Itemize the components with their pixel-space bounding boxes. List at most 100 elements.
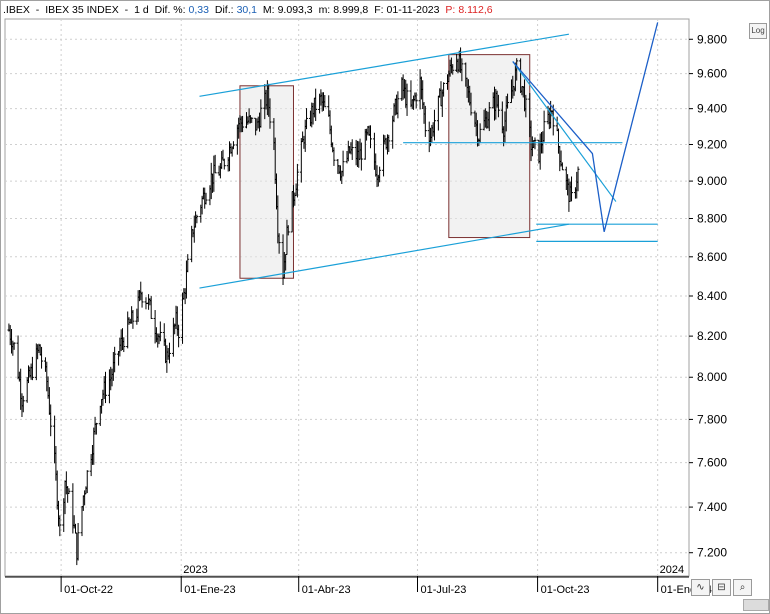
ohlc-bar xyxy=(49,404,53,437)
ohlc-bar xyxy=(496,94,500,118)
price-label: P: xyxy=(445,4,456,16)
ohlc-bar xyxy=(576,166,580,192)
ohlc-bar xyxy=(186,254,190,273)
dif-label: Dif.: xyxy=(214,4,234,16)
ohlc-bar xyxy=(533,137,537,150)
ohlc-bar xyxy=(460,58,464,82)
x-tick-label: 01-Ene-23 xyxy=(184,584,235,596)
y-tick-label: 9.600 xyxy=(697,67,727,81)
pin-icon[interactable]: ⊟ xyxy=(712,579,731,596)
ohlc-bar xyxy=(314,88,318,121)
date-label: F: xyxy=(374,4,384,16)
ohlc-bar xyxy=(551,104,555,136)
ohlc-bar xyxy=(451,64,455,75)
y-tick-label: 8.600 xyxy=(697,250,727,264)
ohlc-bar xyxy=(305,108,309,130)
ohlc-bar xyxy=(487,102,491,132)
trendline xyxy=(512,61,617,202)
ohlc-bar xyxy=(76,522,80,561)
x-tick-label: 01-Oct-23 xyxy=(541,584,590,596)
symbol: .IBEX xyxy=(3,4,30,16)
ohlc-bar xyxy=(67,488,71,495)
log-scale-button[interactable]: Log xyxy=(749,23,767,39)
trendline xyxy=(199,223,570,289)
ohlc-bar xyxy=(122,337,126,353)
ohlc-bar xyxy=(195,214,199,224)
x-tick-label: 01-Jul-23 xyxy=(420,584,466,596)
ohlc-bar xyxy=(396,91,400,119)
ohlc-bar xyxy=(104,371,108,404)
ohlc-bar xyxy=(323,95,327,108)
ohlc-bar xyxy=(295,163,299,198)
ohlc-bar xyxy=(478,123,482,143)
price-value: 8.112,6 xyxy=(458,4,493,16)
ohlc-bar xyxy=(85,470,89,494)
chart-toolbar: ∿ ⊟ ⌕ xyxy=(691,579,752,596)
ohlc-bar xyxy=(405,83,409,116)
ohlc-bar xyxy=(368,125,372,149)
plot-area xyxy=(4,18,690,577)
x-tick-label: 01-Abr-23 xyxy=(302,584,351,596)
ohlc-bar xyxy=(423,105,427,137)
min-label: m: xyxy=(318,4,331,16)
wave-icon[interactable]: ∿ xyxy=(691,579,710,596)
ohlc-bar xyxy=(378,166,382,183)
y-tick-label: 9.800 xyxy=(697,32,727,46)
y-tick-label: 7.200 xyxy=(697,546,727,560)
ohlc-bar xyxy=(350,139,354,160)
ohlc-bar xyxy=(359,142,363,171)
y-tick-label: 8.400 xyxy=(697,289,727,303)
consolidation-box xyxy=(239,85,294,279)
ohlc-bar xyxy=(250,117,254,123)
ohlc-bar xyxy=(341,150,345,177)
header-sep-2: - xyxy=(121,4,132,16)
projection-path xyxy=(512,22,659,232)
header-sep: - xyxy=(32,4,43,16)
horizontal-scrollbar[interactable] xyxy=(743,599,769,611)
instrument-name: IBEX 35 INDEX xyxy=(45,4,119,16)
ohlc-bar xyxy=(414,92,418,109)
ohlc-bar xyxy=(213,154,217,174)
dif-pct-value: 0,33 xyxy=(188,4,209,16)
ohlc-bar xyxy=(140,291,144,308)
ohlc-bar xyxy=(268,98,272,129)
y-tick-label: 9.200 xyxy=(697,137,727,151)
ohlc-bar xyxy=(442,82,446,97)
ohlc-bar xyxy=(277,233,281,254)
max-label: M: xyxy=(262,4,275,16)
ohlc-bar xyxy=(560,162,564,171)
ohlc-bar xyxy=(113,346,117,373)
y-tick-label: 7.800 xyxy=(697,412,727,426)
ohlc-bar xyxy=(231,141,235,150)
ohlc-bar xyxy=(542,110,546,142)
dif-pct-label: Dif. %: xyxy=(154,4,186,16)
min-value: 8.999,8 xyxy=(333,4,369,16)
consolidation-box xyxy=(448,54,531,239)
chart-header: .IBEX - IBEX 35 INDEX - 1 d Dif. %: 0,33 … xyxy=(3,3,496,17)
date-value: 01-11-2023 xyxy=(386,4,440,16)
max-value: 9.093,3 xyxy=(277,4,313,16)
ohlc-bar xyxy=(167,342,171,364)
ohlc-bar xyxy=(432,109,436,141)
timeframe: 1 d xyxy=(134,4,149,16)
zoom-icon[interactable]: ⌕ xyxy=(733,579,752,596)
y-tick-label: 8.000 xyxy=(697,370,727,384)
trendline xyxy=(199,33,570,97)
y-tick-label: 9.400 xyxy=(697,102,727,116)
ohlc-bar xyxy=(222,158,226,170)
ohlc-bar xyxy=(332,147,336,166)
y-tick-label: 8.200 xyxy=(697,329,727,343)
ohlc-bar xyxy=(131,310,135,329)
ohlc-bar xyxy=(30,356,34,381)
ohlc-bar xyxy=(259,99,263,128)
ohlc-bar xyxy=(469,92,473,116)
y-tick-label: 9.000 xyxy=(697,174,727,188)
dif-value: 30,1 xyxy=(236,4,257,16)
y-tick-label: 8.800 xyxy=(697,212,727,226)
ohlc-bar xyxy=(94,422,98,435)
ohlc-bar xyxy=(387,134,391,153)
ohlc-bar xyxy=(286,225,290,236)
ohlc-bar xyxy=(12,342,16,350)
